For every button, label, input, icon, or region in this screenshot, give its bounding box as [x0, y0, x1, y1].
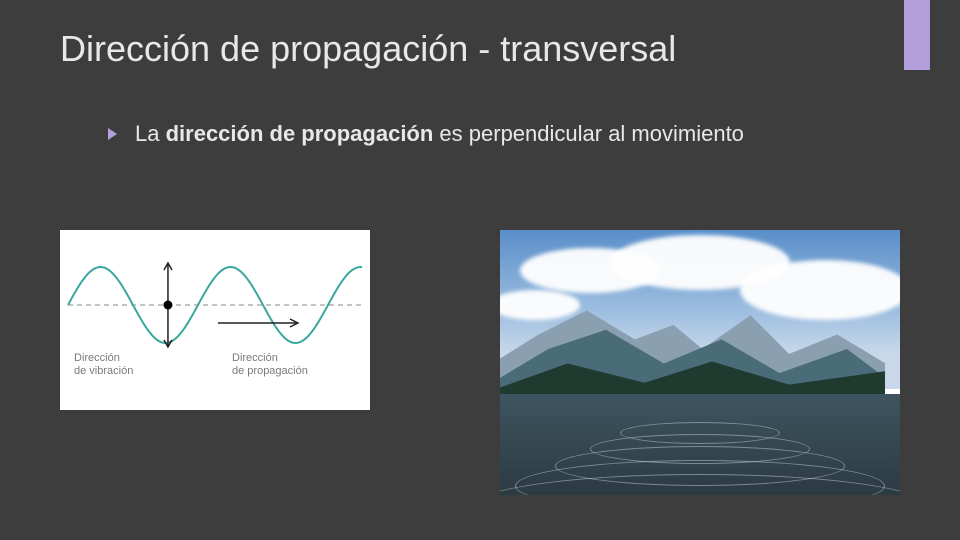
bullet-item: La dirección de propagación es perpendic… — [105, 120, 820, 148]
label-propagation-l2: de propagación — [232, 365, 308, 377]
landscape-photo — [500, 230, 900, 495]
bullet-text: La dirección de propagación es perpendic… — [135, 120, 744, 148]
label-propagation-l1: Dirección — [232, 352, 278, 364]
mountains — [500, 296, 885, 402]
bullet-prefix: La — [135, 121, 166, 146]
bullet-arrow-icon — [105, 126, 121, 142]
label-vibration-l2: de vibración — [74, 365, 133, 377]
bullet-bold: dirección de propagación — [166, 121, 434, 146]
slide-title: Dirección de propagación - transversal — [60, 28, 676, 70]
bullet-suffix: es perpendicular al movimiento — [433, 121, 744, 146]
images-row: Dirección de vibración Dirección de prop… — [60, 230, 920, 495]
label-vibration: Dirección de vibración — [74, 352, 133, 377]
wave-svg — [60, 230, 370, 410]
label-vibration-l1: Dirección — [74, 352, 120, 364]
water — [500, 394, 900, 495]
wave-diagram: Dirección de vibración Dirección de prop… — [60, 230, 370, 410]
label-propagation: Dirección de propagación — [232, 352, 308, 377]
accent-bar — [904, 0, 930, 70]
